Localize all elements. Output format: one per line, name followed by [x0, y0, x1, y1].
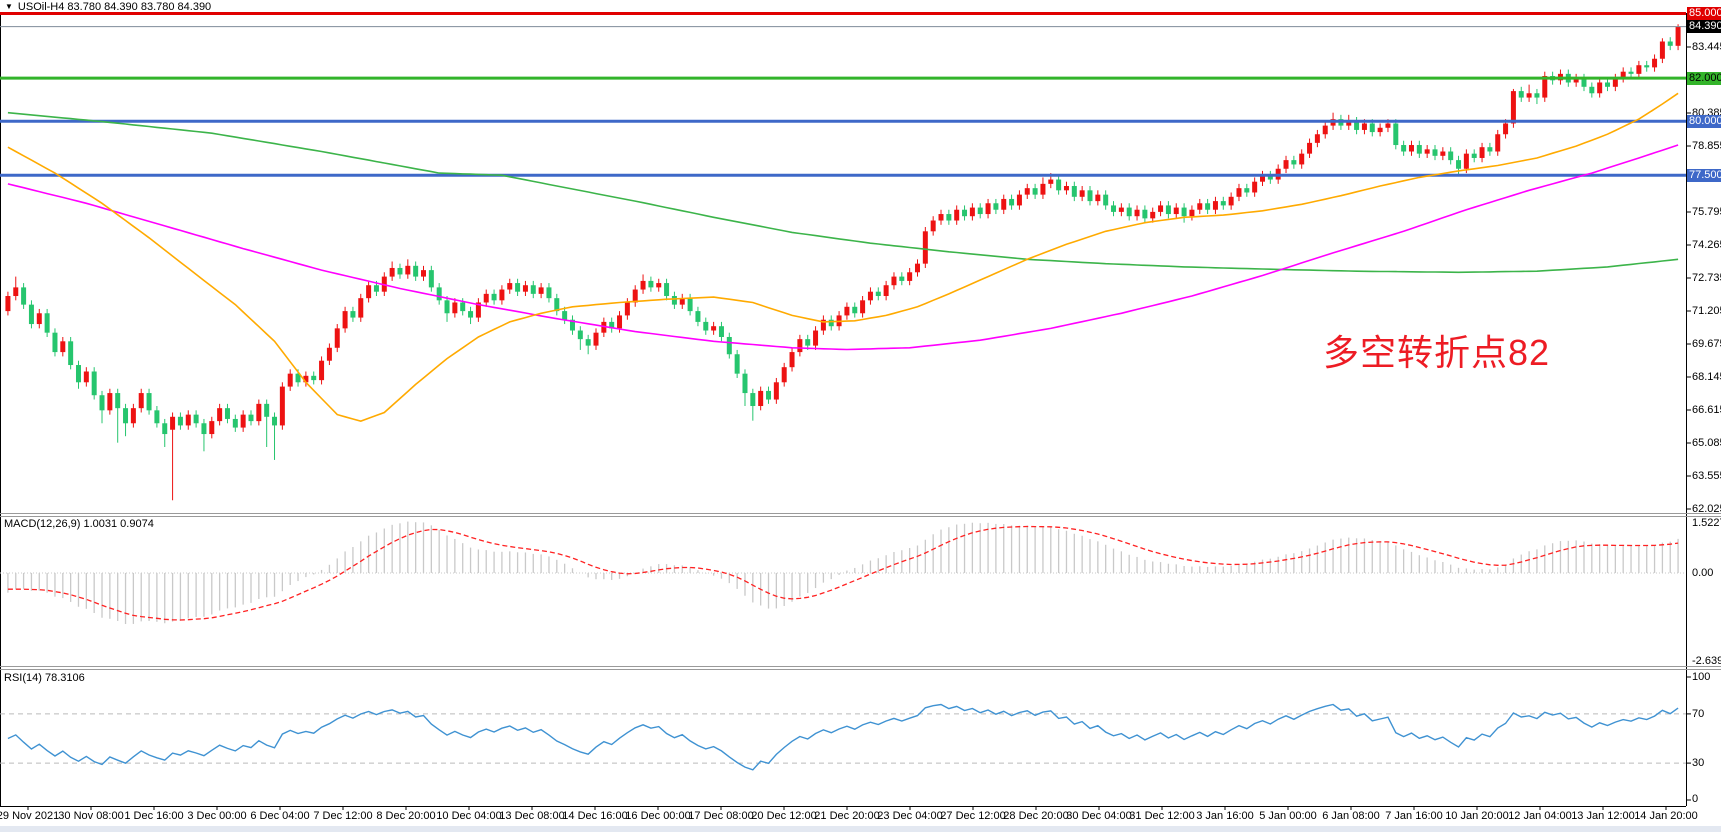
rsi-indicator-label: RSI(14) 78.3106: [4, 672, 85, 684]
rsi-line: [7, 703, 1679, 771]
symbol-ohlc-header: USOil-H4 83.780 84.390 83.780 84.390: [17, 0, 212, 13]
chart-title-bar: ▼ USOil-H4 83.780 84.390 83.780 84.390: [0, 0, 1691, 13]
ma-mid-magenta: [7, 144, 1679, 351]
chart-annotation-text: 多空转折点82: [1323, 332, 1551, 373]
ma-slow-green: [7, 111, 1679, 274]
macd-signal-line: [7, 525, 1679, 621]
symbol-dropdown-icon[interactable]: ▼: [5, 1, 13, 11]
ma-fast-orange: [7, 92, 1679, 422]
macd-indicator-label: MACD(12,26,9) 1.0031 0.9074: [4, 518, 154, 530]
window-bottom-strip: [0, 826, 1721, 832]
